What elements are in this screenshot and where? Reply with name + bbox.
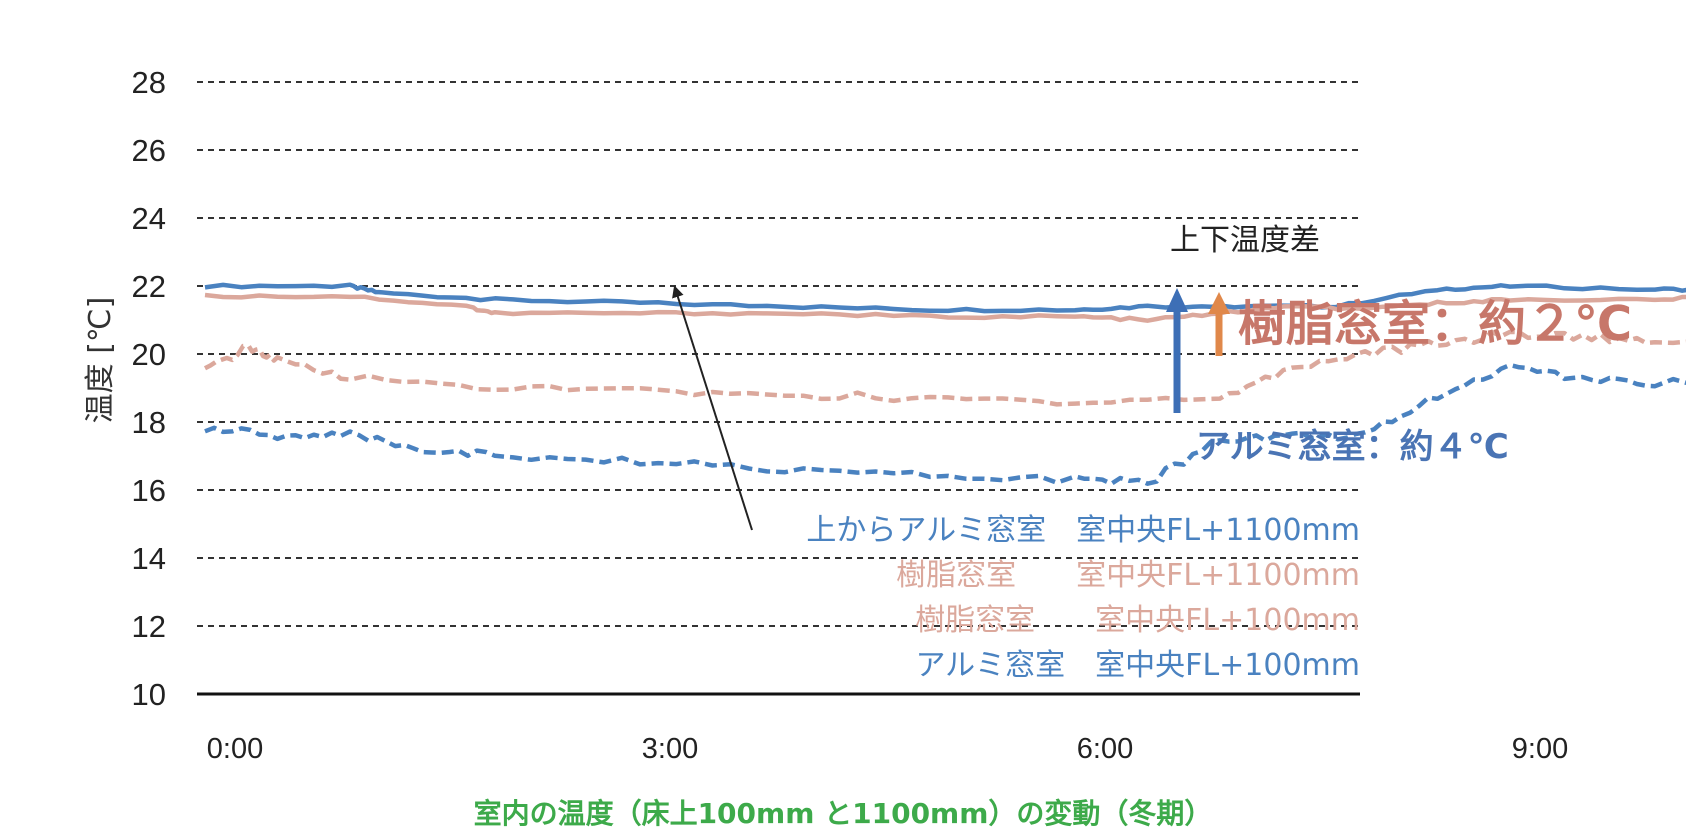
legend-label-4: アルミ窓室 室中央FL+100mm — [915, 648, 1360, 683]
legend-label-2: 樹脂窓室 室中央FL+1100mm — [896, 558, 1360, 593]
y-tick-label: 28 — [132, 65, 166, 100]
series-line-4 — [204, 362, 1686, 487]
legend-item-2: 樹脂窓室 室中央FL+1100mm — [896, 558, 1360, 593]
y-tick-label: 12 — [132, 609, 166, 644]
series-line-2 — [204, 292, 1686, 323]
y-axis-ticks: 10 12 14 16 18 20 22 24 26 28 — [132, 65, 166, 712]
y-tick-label: 14 — [132, 541, 166, 576]
legend-label-3: 樹脂窓室 室中央FL+100mm — [915, 603, 1360, 638]
y-tick-label: 16 — [132, 473, 166, 508]
chart-caption: 室内の温度（床上100mm と1100mm）の変動（冬期） — [473, 797, 1213, 830]
y-tick-label: 10 — [132, 677, 166, 712]
x-axis-ticks: 0:003:006:009:0012:0015:0018:0021:00 — [207, 733, 1568, 765]
x-tick-label: 9:00 — [1512, 733, 1568, 765]
y-tick-label: 20 — [132, 337, 166, 372]
grid-lines — [197, 81, 1360, 696]
series-lines — [203, 282, 1686, 487]
y-tick-label: 18 — [132, 405, 166, 440]
alu-diff-arrow — [1166, 288, 1188, 413]
x-tick-label: 6:00 — [1077, 733, 1133, 765]
legend-item-3: 樹脂窓室 室中央FL+100mm — [915, 603, 1360, 638]
annotation-alu-diff: アルミ窓室：約４℃ — [1196, 427, 1509, 467]
y-tick-label: 22 — [132, 269, 166, 304]
x-tick-label: 0:00 — [207, 733, 263, 765]
legend: 上からアルミ窓室 室中央FL+1100mm 樹脂窓室 室中央FL+1100mm … — [806, 513, 1360, 683]
y-tick-label: 24 — [132, 201, 166, 236]
y-tick-label: 26 — [132, 133, 166, 168]
x-tick-label: 3:00 — [642, 733, 698, 765]
legend-pointer-arrow — [672, 285, 753, 531]
annotation-resin-diff: 樹脂窓室：約２℃ — [1238, 296, 1632, 352]
legend-label-1: アルミ窓室 室中央FL+1100mm — [896, 513, 1360, 548]
annotation-diff-title: 上下温度差 — [1170, 223, 1320, 258]
series-line-1 — [204, 282, 1686, 314]
legend-prefix: 上から — [806, 513, 896, 548]
legend-item-1: 上からアルミ窓室 室中央FL+1100mm — [806, 513, 1360, 548]
legend-item-4: アルミ窓室 室中央FL+100mm — [915, 648, 1360, 683]
y-axis-label: 温度 [℃] — [83, 297, 118, 424]
resin-diff-arrow — [1208, 292, 1230, 356]
